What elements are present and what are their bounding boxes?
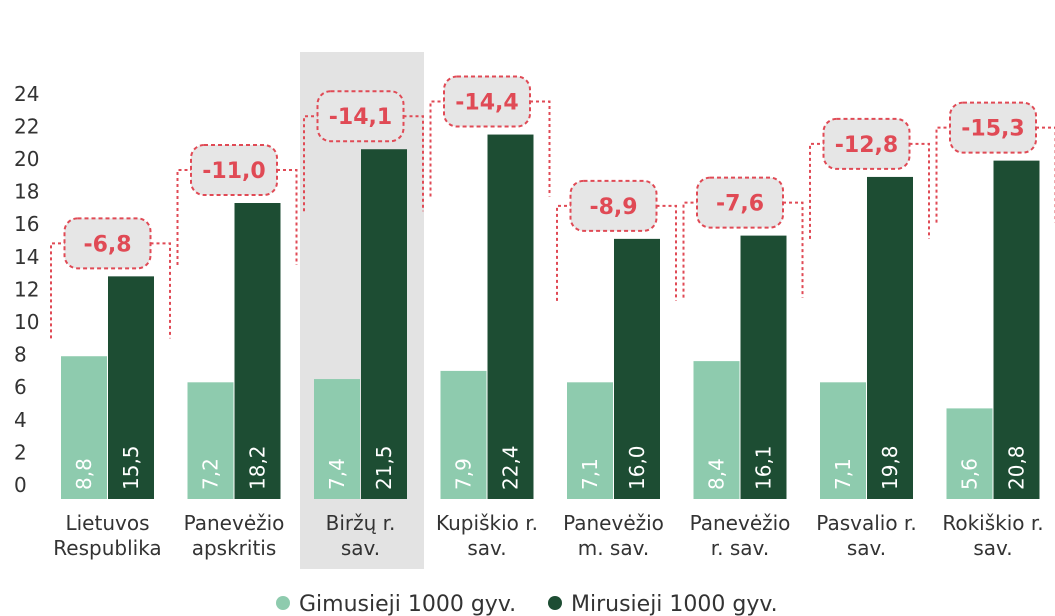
bar-deaths [234, 203, 281, 499]
y-tick-label: 18 [14, 180, 39, 204]
y-tick-label: 12 [14, 277, 39, 301]
bar-value-label: 5,6 [958, 458, 982, 490]
legend-marker-deaths [548, 596, 562, 610]
category-label: Respublika [53, 536, 161, 560]
bar-deaths [361, 149, 407, 499]
legend-label-deaths: Mirusieji 1000 gyv. [571, 592, 778, 616]
category-label: Panevėžio [690, 511, 791, 535]
y-tick-label: 22 [14, 114, 39, 138]
category-label: Panevėžio [563, 511, 664, 535]
difference-badge [949, 101, 1037, 154]
bar-value-label: 7,1 [578, 458, 602, 490]
category-label: m. sav. [578, 536, 650, 560]
y-tick-label: 14 [14, 245, 39, 269]
bar-value-label: 22,4 [499, 445, 523, 490]
callout-connector-left [50, 242, 65, 339]
bar-births [567, 382, 613, 499]
category-label: Rokiškio r. [942, 511, 1043, 535]
bar-deaths [108, 276, 154, 499]
bar-value-label: 16,1 [752, 445, 776, 490]
difference-badge [190, 144, 278, 197]
callout-connector-right [656, 204, 677, 301]
bar-deaths [740, 235, 787, 500]
bar-value-label: 7,1 [831, 458, 855, 490]
bar-births [946, 408, 993, 499]
callout-connector-right [1036, 126, 1055, 223]
bar-deaths [614, 238, 660, 499]
difference-badge [443, 75, 531, 128]
y-tick-label: 10 [14, 310, 39, 334]
bar-value-label: 15,5 [119, 445, 143, 490]
category-label: Panevėžio [184, 511, 285, 535]
bar-births [440, 370, 487, 499]
bar-value-label: 21,5 [372, 445, 396, 490]
callout-connector-left [809, 142, 824, 239]
difference-badge [569, 179, 658, 232]
callout-connector-left [935, 126, 950, 223]
y-tick-label: 0 [14, 473, 27, 497]
callout-connector-left [682, 201, 697, 298]
bar-births [693, 361, 740, 499]
difference-label: -12,8 [835, 133, 898, 158]
category-label: sav. [467, 536, 506, 560]
difference-label: -15,3 [961, 117, 1024, 142]
callout-connector-left [429, 100, 444, 197]
bar-births [314, 379, 360, 499]
bar-value-label: 8,8 [72, 458, 96, 490]
bar-value-label: 20,8 [1005, 445, 1029, 490]
difference-badge [63, 217, 152, 270]
callout-connector-right [150, 242, 171, 339]
callout-connector-left [556, 204, 571, 301]
difference-label: -7,6 [716, 192, 764, 217]
difference-badge [316, 90, 405, 143]
callout-connector-right [403, 115, 424, 212]
category-label: Biržų r. [326, 511, 396, 535]
bar-value-label: 19,8 [878, 445, 902, 490]
category-label: r. sav. [711, 536, 769, 560]
difference-label: -14,4 [455, 91, 518, 116]
difference-badge [696, 176, 784, 229]
category-label: sav. [973, 536, 1012, 560]
bar-births [187, 382, 234, 499]
bar-value-label: 16,0 [625, 445, 649, 490]
bar-value-label: 7,9 [452, 458, 476, 490]
difference-label: -14,1 [329, 105, 392, 130]
category-label: Lietuvos [65, 511, 149, 535]
callout-connector-left [303, 115, 318, 212]
category-label: sav. [341, 536, 380, 560]
y-tick-label: 4 [14, 408, 27, 432]
bar-births [820, 382, 866, 499]
callout-connector-right [277, 169, 298, 266]
callout-connector-right [530, 100, 551, 197]
difference-label: -8,9 [589, 195, 637, 220]
y-tick-label: 2 [14, 440, 27, 464]
bar-births [61, 356, 107, 499]
difference-label: -6,8 [83, 232, 131, 257]
callout-connector-right [783, 201, 804, 298]
bar-value-label: 8,4 [705, 458, 729, 490]
legend-marker-births [276, 596, 290, 610]
category-label: Pasvalio r. [816, 511, 916, 535]
bar-deaths [487, 134, 534, 500]
y-tick-label: 24 [14, 82, 39, 106]
category-label: apskritis [192, 536, 277, 560]
callout-connector-right [909, 142, 930, 239]
bar-deaths [993, 160, 1040, 499]
difference-badge [822, 117, 911, 170]
y-tick-label: 6 [14, 375, 27, 399]
callout-connector-left [176, 169, 191, 266]
bar-value-label: 7,2 [199, 458, 223, 490]
difference-label: -11,0 [202, 159, 265, 184]
bar-deaths [867, 176, 913, 499]
y-tick-label: 8 [14, 343, 27, 367]
bar-value-label: 18,2 [246, 445, 270, 490]
y-tick-label: 16 [14, 212, 39, 236]
y-tick-label: 20 [14, 147, 39, 171]
bar-value-label: 7,4 [325, 458, 349, 490]
category-label: sav. [847, 536, 886, 560]
legend-label-births: Gimusieji 1000 gyv. [299, 592, 516, 616]
category-label: Kupiškio r. [436, 511, 538, 535]
